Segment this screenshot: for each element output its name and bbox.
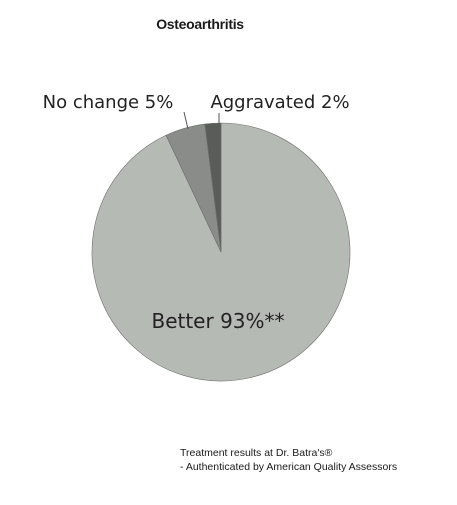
chart-title: Osteoarthritis <box>156 16 244 32</box>
slice-label: No change 5% <box>43 92 174 113</box>
leader-lines <box>183 111 220 130</box>
leader-line <box>183 111 189 130</box>
slice-label: Better 93%** <box>151 309 284 333</box>
slice-aggravated <box>204 122 222 253</box>
footnote-line-2: - Authenticated by American Quality Asse… <box>180 461 398 473</box>
footnote: Treatment results at Dr. Batra's® - Auth… <box>180 446 397 474</box>
slice-labels: Better 93%** No change 5% Aggravated 2% <box>43 92 350 333</box>
footnote-line-1: Treatment results at Dr. Batra's® <box>180 447 333 459</box>
slice-label: Aggravated 2% <box>210 92 349 113</box>
pie-slices <box>91 122 351 382</box>
